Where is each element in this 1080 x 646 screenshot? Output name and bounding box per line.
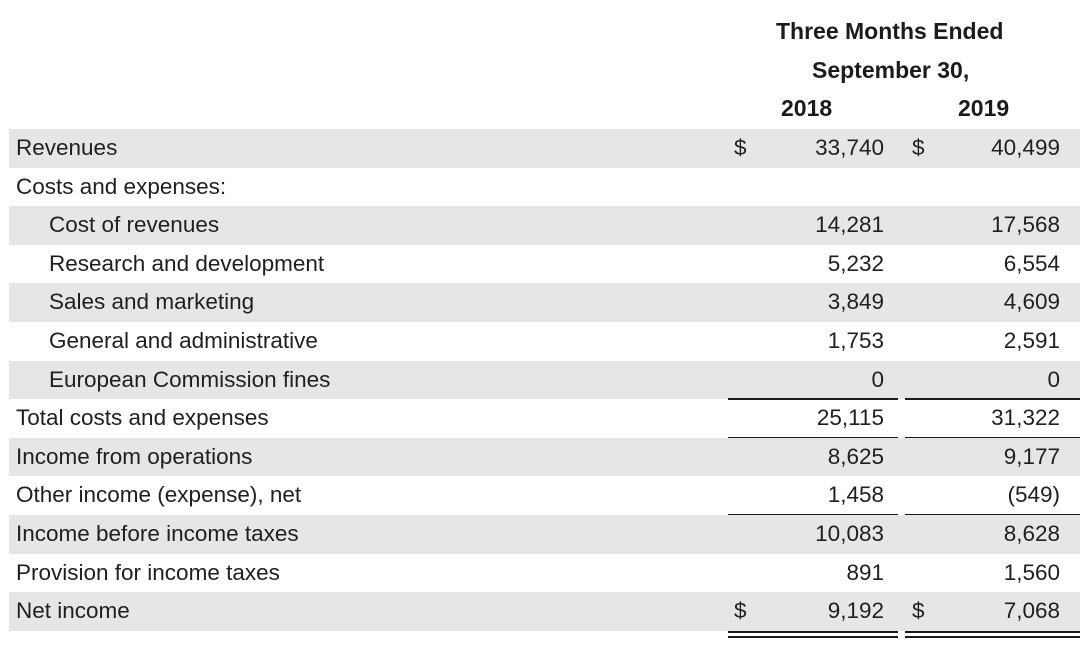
table-row-ec-fines: European Commission fines 0 0 bbox=[9, 360, 1080, 401]
row-label: Revenues bbox=[16, 135, 118, 160]
row-label: Sales and marketing bbox=[49, 289, 255, 315]
table-row-sales-marketing: Sales and marketing 3,849 4,609 bbox=[9, 283, 1080, 322]
row-label: Income from operations bbox=[16, 443, 253, 469]
value-2019: 31,322 bbox=[991, 405, 1060, 431]
value-2018: 1,458 bbox=[827, 482, 884, 508]
value-2019: 0 bbox=[1047, 366, 1060, 392]
value-2019: (549) bbox=[1007, 482, 1060, 508]
value-2019: 6,554 bbox=[1003, 250, 1060, 276]
value-2018: 5,232 bbox=[827, 250, 884, 276]
value-2019: 2,591 bbox=[1003, 327, 1060, 353]
table-row-net-income: Net income $ 9,192 $ 7,068 bbox=[9, 592, 1080, 638]
period-title-line1: Three Months Ended bbox=[776, 18, 1004, 44]
row-label: Total costs and expenses bbox=[16, 405, 269, 431]
table-row-cost-of-revenues: Cost of revenues 14,281 17,568 bbox=[9, 206, 1080, 245]
value-2019: 17,568 bbox=[991, 212, 1060, 238]
value-2018: 0 bbox=[871, 366, 884, 392]
table-header: Three Months Ended September 30, 2018 20… bbox=[0, 0, 1080, 128]
table-row-revenues: Revenues $ 33,740 $ 40,499 bbox=[9, 129, 1080, 168]
value-2019: 7,068 bbox=[1003, 598, 1060, 624]
total-double-rule bbox=[728, 635, 898, 638]
value-2018: 10,083 bbox=[815, 520, 884, 546]
total-double-rule bbox=[728, 630, 898, 633]
value-2018: 891 bbox=[846, 559, 884, 585]
table-row-general-administrative: General and administrative 1,753 2,591 bbox=[9, 322, 1080, 361]
value-2019: 1,560 bbox=[1003, 559, 1060, 585]
table-row-other-income: Other income (expense), net 1,458 (549) bbox=[9, 476, 1080, 516]
row-label: Costs and expenses: bbox=[16, 173, 227, 199]
total-double-rule bbox=[905, 630, 1080, 633]
currency-symbol: $ bbox=[912, 598, 925, 624]
row-label: Other income (expense), net bbox=[16, 482, 302, 508]
column-header-2018: 2018 bbox=[781, 95, 833, 121]
value-2019: 8,628 bbox=[1003, 520, 1060, 546]
table-row-research-development: Research and development 5,232 6,554 bbox=[9, 245, 1080, 284]
row-label: Net income bbox=[16, 598, 130, 624]
total-double-rule bbox=[905, 635, 1080, 638]
subtotal-rule bbox=[728, 398, 898, 401]
subtotal-rule bbox=[905, 398, 1080, 401]
table-row-costs-heading: Costs and expenses: bbox=[9, 168, 1080, 207]
table-row-total-costs: Total costs and expenses 25,115 31,322 bbox=[9, 399, 1080, 439]
value-2018: 8,625 bbox=[827, 443, 884, 469]
value-2018: 1,753 bbox=[827, 327, 884, 353]
value-2018: 14,281 bbox=[815, 212, 884, 238]
period-title-line2: September 30, bbox=[812, 57, 970, 83]
currency-symbol: $ bbox=[734, 598, 747, 624]
income-statement-table: Revenues $ 33,740 $ 40,499 Costs and exp… bbox=[9, 129, 1080, 638]
row-label: European Commission fines bbox=[49, 366, 331, 392]
row-label: Research and development bbox=[49, 250, 325, 276]
row-label: Provision for income taxes bbox=[16, 559, 280, 585]
row-label: Cost of revenues bbox=[49, 212, 220, 238]
value-2018: 9,192 bbox=[827, 598, 884, 624]
row-label: Income before income taxes bbox=[16, 520, 299, 546]
value-2018: 33,740 bbox=[815, 135, 884, 160]
value-2018: 3,849 bbox=[827, 289, 884, 315]
value-2019: 40,499 bbox=[991, 135, 1060, 160]
value-2018: 25,115 bbox=[816, 405, 884, 431]
value-2019: 4,609 bbox=[1003, 289, 1060, 315]
currency-symbol: $ bbox=[912, 135, 925, 160]
row-label: General and administrative bbox=[49, 327, 318, 353]
currency-symbol: $ bbox=[734, 135, 747, 160]
table-row-provision-taxes: Provision for income taxes 891 1,560 bbox=[9, 554, 1080, 593]
table-row-income-before-taxes: Income before income taxes 10,083 8,628 bbox=[9, 514, 1080, 554]
column-header-2019: 2019 bbox=[958, 95, 1010, 121]
value-2019: 9,177 bbox=[1003, 443, 1060, 469]
table-row-income-operations: Income from operations 8,625 9,177 bbox=[9, 437, 1080, 477]
